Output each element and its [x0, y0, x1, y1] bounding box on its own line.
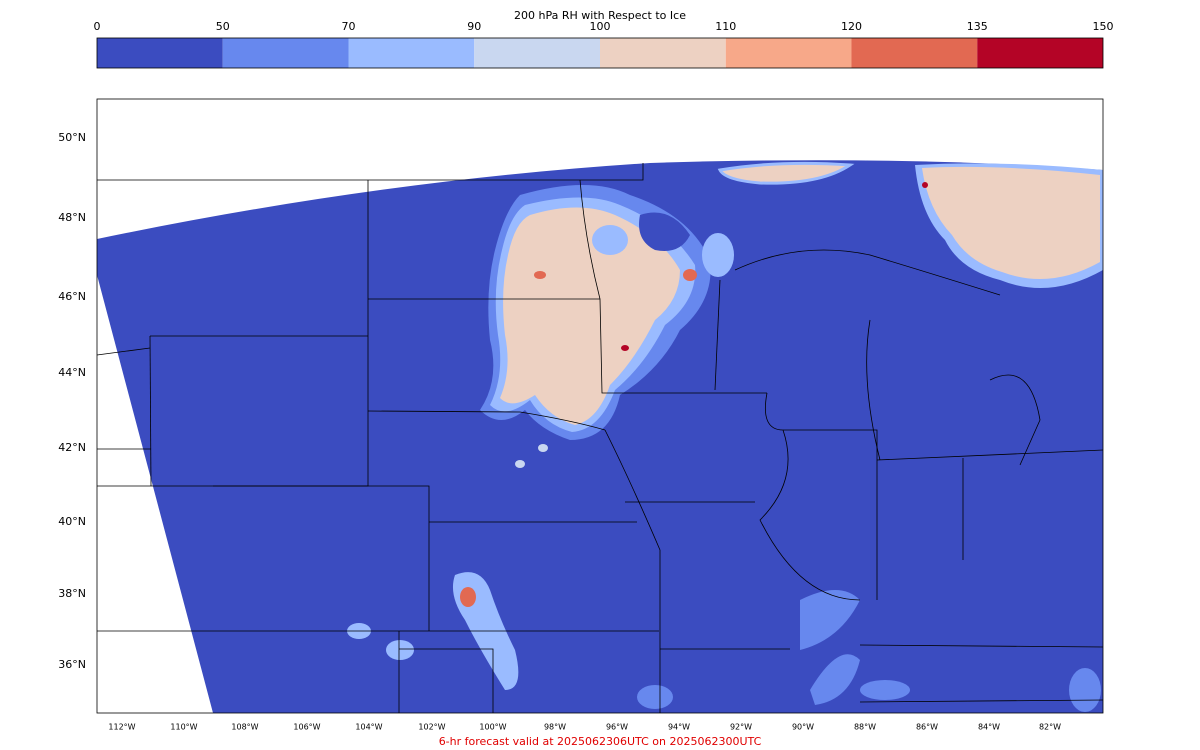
state-borders [96, 163, 1104, 713]
colorbar-tick-label: 150 [1093, 20, 1114, 33]
colorbar-frame [96, 37, 1104, 69]
lat-label: 50°N [58, 131, 86, 144]
lon-label: 94°W [668, 723, 690, 732]
lat-label: 48°N [58, 211, 86, 224]
lon-label: 100°W [479, 723, 506, 732]
cloud-region [810, 654, 860, 705]
cloud-region [538, 444, 548, 452]
lon-label: 98°W [544, 723, 566, 732]
footer: 6-hr forecast valid at 2025062306UTC on … [439, 735, 762, 748]
lat-label: 42°N [58, 441, 86, 454]
cloud-region [386, 640, 414, 660]
cloud-region [702, 233, 734, 277]
lon-label: 110°W [170, 723, 197, 732]
lat-labels: 50°N 48°N 46°N 44°N 42°N 40°N 38°N 36°N [58, 131, 86, 671]
lat-label: 44°N [58, 366, 86, 379]
map-frame [96, 98, 1104, 714]
forecast-domain [97, 160, 1103, 713]
lon-label: 86°W [916, 723, 938, 732]
lon-label: 92°W [730, 723, 752, 732]
lon-label: 104°W [355, 723, 382, 732]
lon-label: 90°W [792, 723, 814, 732]
lat-label: 46°N [58, 290, 86, 303]
lat-label: 36°N [58, 658, 86, 671]
lon-label: 88°W [854, 723, 876, 732]
cloud-region [922, 166, 1100, 280]
colorbar-segment [725, 38, 852, 68]
colorbar-segment [600, 38, 726, 68]
colorbar-tick-label: 120 [841, 20, 862, 33]
cloud-region [1069, 668, 1101, 712]
lon-label: 112°W [108, 723, 135, 732]
map [96, 160, 1104, 713]
colorbar-segment [348, 38, 475, 68]
lon-label: 82°W [1039, 723, 1061, 732]
colorbar-tick-label: 90 [467, 20, 481, 33]
colorbar-tick-label: 70 [342, 20, 356, 33]
cloud-core [534, 271, 546, 279]
lon-label: 108°W [231, 723, 258, 732]
lon-label: 96°W [606, 723, 628, 732]
clear-region [639, 212, 690, 251]
cloud-region [500, 207, 680, 425]
colorbar-tick-label: 110 [715, 20, 736, 33]
cloud-region [860, 680, 910, 700]
colorbar-segment [474, 38, 600, 68]
colorbar-tick-label: 135 [967, 20, 988, 33]
lat-label: 40°N [58, 515, 86, 528]
colorbar-segment [222, 38, 349, 68]
lon-label: 102°W [418, 723, 445, 732]
cloud-region [717, 161, 855, 185]
colorbar-segment [851, 38, 978, 68]
colorbar-segment [97, 38, 223, 68]
lat-label: 38°N [58, 587, 86, 600]
colorbar-tick-label: 100 [590, 20, 611, 33]
lon-label: 84°W [978, 723, 1000, 732]
cloud-region [800, 590, 860, 650]
cloud-region [592, 225, 628, 255]
cloud-core [621, 345, 629, 351]
colorbar-title: 200 hPa RH with Respect to Ice [514, 9, 686, 22]
colorbar-tick-label: 0 [94, 20, 101, 33]
colorbar: 0 50 70 90 100 110 120 135 150 [94, 20, 1114, 69]
cloud-region [637, 685, 673, 709]
colorbar-segment [977, 38, 1103, 68]
cloud-core [922, 182, 928, 188]
cloud-core [683, 269, 697, 281]
colorbar-tick-label: 50 [216, 20, 230, 33]
lon-label: 106°W [293, 723, 320, 732]
cloud-region [515, 460, 525, 468]
cloud-core [460, 587, 476, 607]
lon-labels: 112°W 110°W 108°W 106°W 104°W 102°W 100°W 98°W 9… [108, 723, 1061, 732]
